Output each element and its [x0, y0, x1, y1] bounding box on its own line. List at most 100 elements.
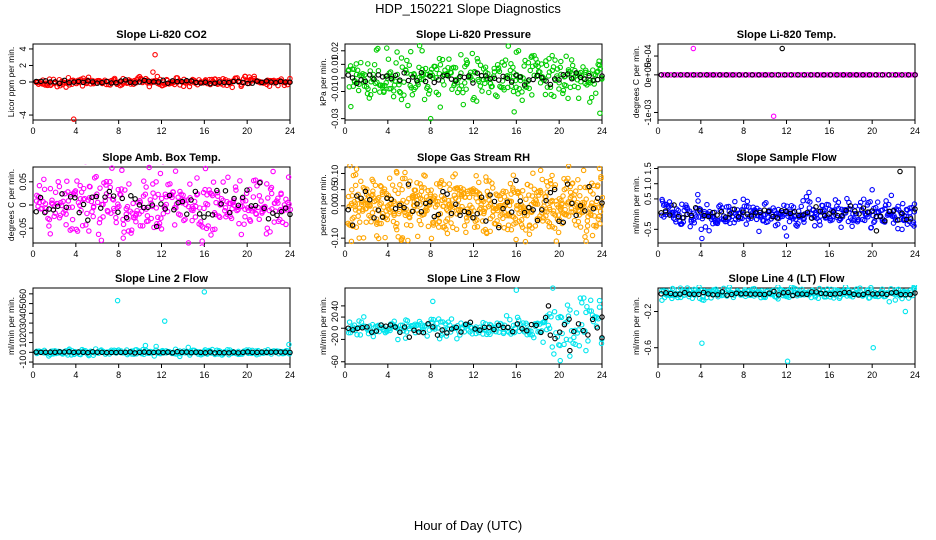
data-point [215, 80, 222, 87]
data-point [696, 285, 702, 290]
data-point [527, 183, 534, 189]
data-point [373, 233, 380, 239]
data-point [365, 327, 371, 333]
outlier-point [430, 298, 436, 305]
data-point [577, 295, 584, 301]
subset-point [671, 202, 677, 208]
data-point [538, 61, 545, 67]
data-point [683, 288, 690, 294]
subset-point [564, 71, 571, 77]
data-point [847, 206, 854, 212]
data-point [695, 191, 701, 198]
data-point [246, 80, 252, 87]
data-point [242, 214, 248, 220]
data-point [390, 88, 397, 94]
data-point [681, 292, 688, 298]
data-point [835, 199, 842, 206]
data-point [117, 191, 124, 198]
data-point [788, 214, 794, 221]
data-point [691, 210, 697, 216]
data-point [872, 72, 878, 78]
data-point [420, 71, 426, 78]
data-point [515, 203, 521, 209]
subset-point [202, 79, 209, 85]
data-point [581, 295, 587, 301]
data-point [752, 291, 759, 297]
subset-point [658, 72, 664, 78]
subset-point [818, 290, 824, 297]
data-point [489, 75, 495, 81]
data-point [567, 84, 574, 91]
data-point [589, 312, 596, 318]
data-point [399, 64, 406, 70]
data-point [556, 196, 563, 202]
data-point [37, 80, 43, 86]
data-point [569, 180, 576, 186]
data-point [59, 81, 66, 88]
data-point [182, 79, 188, 85]
data-point [70, 77, 76, 83]
data-point [187, 80, 194, 86]
y-tick-label: -0.03 [330, 108, 340, 129]
data-point [765, 72, 772, 78]
subset-point [771, 288, 777, 295]
data-point [491, 69, 498, 75]
subset-point [804, 291, 810, 298]
data-point [108, 210, 114, 216]
data-point [143, 206, 150, 212]
data-point [160, 348, 166, 355]
data-point [872, 289, 878, 296]
subset-point [452, 201, 459, 208]
outlier-point [540, 339, 546, 345]
data-point [911, 201, 918, 207]
data-point [543, 213, 549, 219]
data-point [77, 351, 84, 358]
data-point [511, 70, 517, 76]
data-point [222, 349, 229, 356]
data-point [713, 72, 720, 78]
data-point [903, 289, 910, 295]
data-point [740, 207, 746, 214]
data-point [140, 78, 147, 84]
data-point [526, 329, 532, 336]
data-point [454, 211, 460, 217]
data-point [494, 207, 501, 214]
subset-point [710, 292, 716, 298]
data-point [857, 72, 863, 78]
data-point [418, 72, 425, 78]
data-point [537, 167, 544, 174]
data-point [263, 231, 270, 237]
subset-point [761, 207, 768, 213]
data-point [51, 213, 57, 220]
data-point [849, 217, 855, 223]
data-point [761, 217, 767, 224]
data-point [878, 207, 884, 214]
data-point [757, 212, 764, 219]
subset-point [80, 79, 86, 86]
data-point [565, 198, 572, 205]
data-point [173, 205, 179, 211]
data-point [426, 327, 433, 333]
subset-point [254, 78, 260, 84]
data-point [489, 83, 495, 90]
data-point [464, 188, 471, 194]
data-point [51, 203, 57, 210]
data-point [911, 285, 917, 291]
subset-point [509, 328, 516, 335]
data-point [481, 208, 487, 214]
data-point [394, 170, 400, 176]
subset-point [354, 80, 360, 87]
data-point [100, 201, 106, 208]
data-point [384, 327, 390, 333]
data-point [532, 200, 538, 207]
data-point [689, 72, 696, 78]
data-point [867, 72, 874, 78]
data-point [110, 205, 117, 212]
data-point [548, 91, 554, 98]
y-axis-label: ml/min per min. [631, 297, 641, 355]
data-point [51, 80, 57, 87]
data-point [591, 204, 597, 210]
subset-point [791, 208, 798, 215]
data-point [103, 191, 110, 197]
data-point [722, 290, 729, 297]
